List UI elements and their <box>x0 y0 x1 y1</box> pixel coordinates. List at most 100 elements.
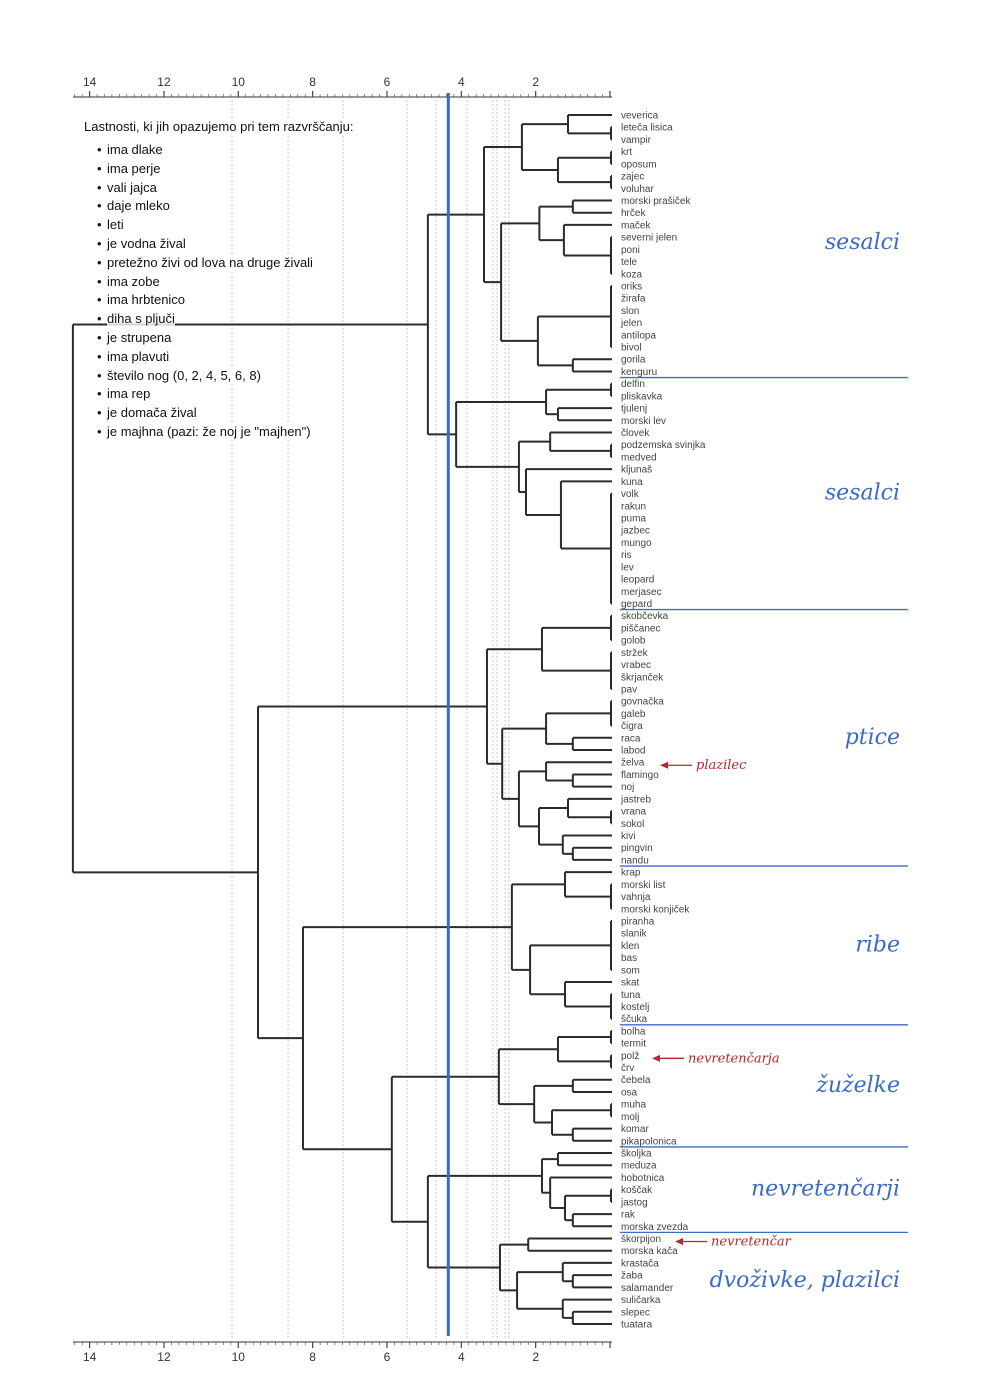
leaf-label: krt <box>621 147 632 158</box>
leaf-label: morski konjiček <box>621 904 690 915</box>
leaf-label: delfin <box>621 379 645 390</box>
bottom-tick-label: 12 <box>157 1350 171 1364</box>
leaf-label: tuatara <box>621 1319 653 1330</box>
leaf-label: krastača <box>621 1258 659 1269</box>
top-tick-label: 12 <box>157 75 171 89</box>
leaf-label: kljunaš <box>621 465 652 476</box>
leaf-label: jastog <box>620 1197 648 1208</box>
leaf-label: morska zvezda <box>621 1222 689 1233</box>
bottom-tick-label: 2 <box>532 1350 539 1364</box>
leaf-label: človek <box>621 428 650 439</box>
leaf-label: bas <box>621 953 637 964</box>
leaf-label: skobčevka <box>621 611 669 622</box>
leaf-label: pav <box>621 684 637 695</box>
leaf-label: veverica <box>621 111 659 122</box>
leaf-label: osa <box>621 1087 638 1098</box>
group-label: dvoživke, plazilci <box>710 1268 900 1293</box>
leaf-label: mungo <box>621 538 652 549</box>
leaf-label: žirafa <box>621 294 646 305</box>
property-item: je vodna žival <box>97 235 384 254</box>
top-tick-label: 8 <box>309 75 316 89</box>
annotation-label: nevretenčar <box>711 1235 792 1250</box>
group-label: sesalci <box>825 230 900 255</box>
leaf-label: suličarka <box>621 1295 661 1306</box>
group-label: ptice <box>845 725 900 750</box>
leaf-label: pingvin <box>621 843 653 854</box>
leaf-label: flamingo <box>621 770 659 781</box>
property-item: je strupena <box>97 329 384 348</box>
top-tick-label: 10 <box>232 75 246 89</box>
leaf-label: zajec <box>621 172 644 183</box>
top-tick-label: 2 <box>532 75 539 89</box>
legend-title: Lastnosti, ki jih opazujemo pri tem razv… <box>84 119 354 134</box>
leaf-label: krap <box>621 868 641 879</box>
property-label: ima rep <box>107 386 151 402</box>
top-tick-label: 4 <box>458 75 465 89</box>
leaf-label: medved <box>621 452 657 463</box>
leaf-label: pikapolonica <box>621 1136 677 1147</box>
leaf-label: podzemska svinjka <box>621 440 706 451</box>
property-item: daje mleko <box>97 197 384 216</box>
leaf-label: meduza <box>621 1161 657 1172</box>
leaf-label: govnačka <box>621 697 664 708</box>
property-item: diha s pljuči <box>97 310 384 329</box>
leaf-label: pliskavka <box>621 391 663 402</box>
annotation-label: nevretenčarja <box>688 1051 780 1066</box>
arrowhead-icon <box>652 1054 660 1062</box>
leaf-label: jastreb <box>620 794 651 805</box>
leaf-label: morska kača <box>621 1246 678 1257</box>
group-labels: sesalci sesalci ptice ribe žuželke nevretenča… <box>710 230 900 1293</box>
group-label: žuželke <box>815 1073 900 1098</box>
leaf-label: čigra <box>621 721 643 732</box>
leaf-label: raca <box>621 733 641 744</box>
property-label: leti <box>107 217 124 233</box>
leaf-label: golob <box>621 636 646 647</box>
leaf-label: ris <box>621 550 632 561</box>
leaf-label: lev <box>621 562 634 573</box>
leaf-label: galeb <box>621 709 646 720</box>
leaf-label: kenguru <box>621 367 657 378</box>
annotation-label: plazilec <box>696 758 747 773</box>
leaf-label: škorpijon <box>621 1234 661 1245</box>
bottom-tick-label: 14 <box>83 1350 97 1364</box>
leaf-label: antilopa <box>621 330 656 341</box>
property-label: ima zobe <box>107 273 160 289</box>
property-label: daje mleko <box>107 198 170 214</box>
leaf-label: voluhar <box>621 184 654 195</box>
bottom-tick-label: 8 <box>309 1350 316 1364</box>
leaf-label: kivi <box>621 831 635 842</box>
bottom-tick-label: 4 <box>458 1350 465 1364</box>
leaf-label: jelen <box>620 318 642 329</box>
leaf-label: volk <box>621 489 640 500</box>
leaf-label: bivol <box>621 343 642 354</box>
top-tick-label: 14 <box>83 75 97 89</box>
leaf-label: hobotnica <box>621 1173 665 1184</box>
property-item: vali jajca <box>97 179 384 198</box>
leaf-label: gorila <box>621 355 646 366</box>
leaf-label: gepard <box>621 599 652 610</box>
leaf-label: severni jelen <box>621 233 677 244</box>
leaf-label: molj <box>621 1112 639 1123</box>
property-item: leti <box>97 216 384 235</box>
leaf-label: muha <box>621 1100 646 1111</box>
leaf-label: vrana <box>621 807 646 818</box>
leaf-label: oposum <box>621 159 657 170</box>
property-label: je vodna žival <box>107 235 186 251</box>
properties-legend: Lastnosti, ki jih opazujemo pri tem razv… <box>84 120 384 442</box>
leaf-label: leteča lisica <box>621 123 673 134</box>
leaf-label: bolha <box>621 1026 646 1037</box>
leaf-label: piranha <box>621 916 655 927</box>
property-label: ima perje <box>107 160 161 176</box>
leaf-label: školjka <box>621 1149 652 1160</box>
property-label: je strupena <box>107 329 172 345</box>
height-axes: 14 12 10 8 6 4 2 14 12 10 8 6 4 2 <box>73 75 612 1364</box>
property-label: diha s pljuči <box>107 311 175 327</box>
property-label: je majhna (pazi: že noj je "majhen") <box>107 423 311 439</box>
leaf-label: labod <box>621 746 645 757</box>
leaf-label: rak <box>621 1210 636 1221</box>
property-item: ima perje <box>97 160 384 179</box>
leaf-label: morski list <box>621 880 666 891</box>
property-item: ima rep <box>97 385 384 404</box>
leaf-label: vampir <box>621 135 652 146</box>
